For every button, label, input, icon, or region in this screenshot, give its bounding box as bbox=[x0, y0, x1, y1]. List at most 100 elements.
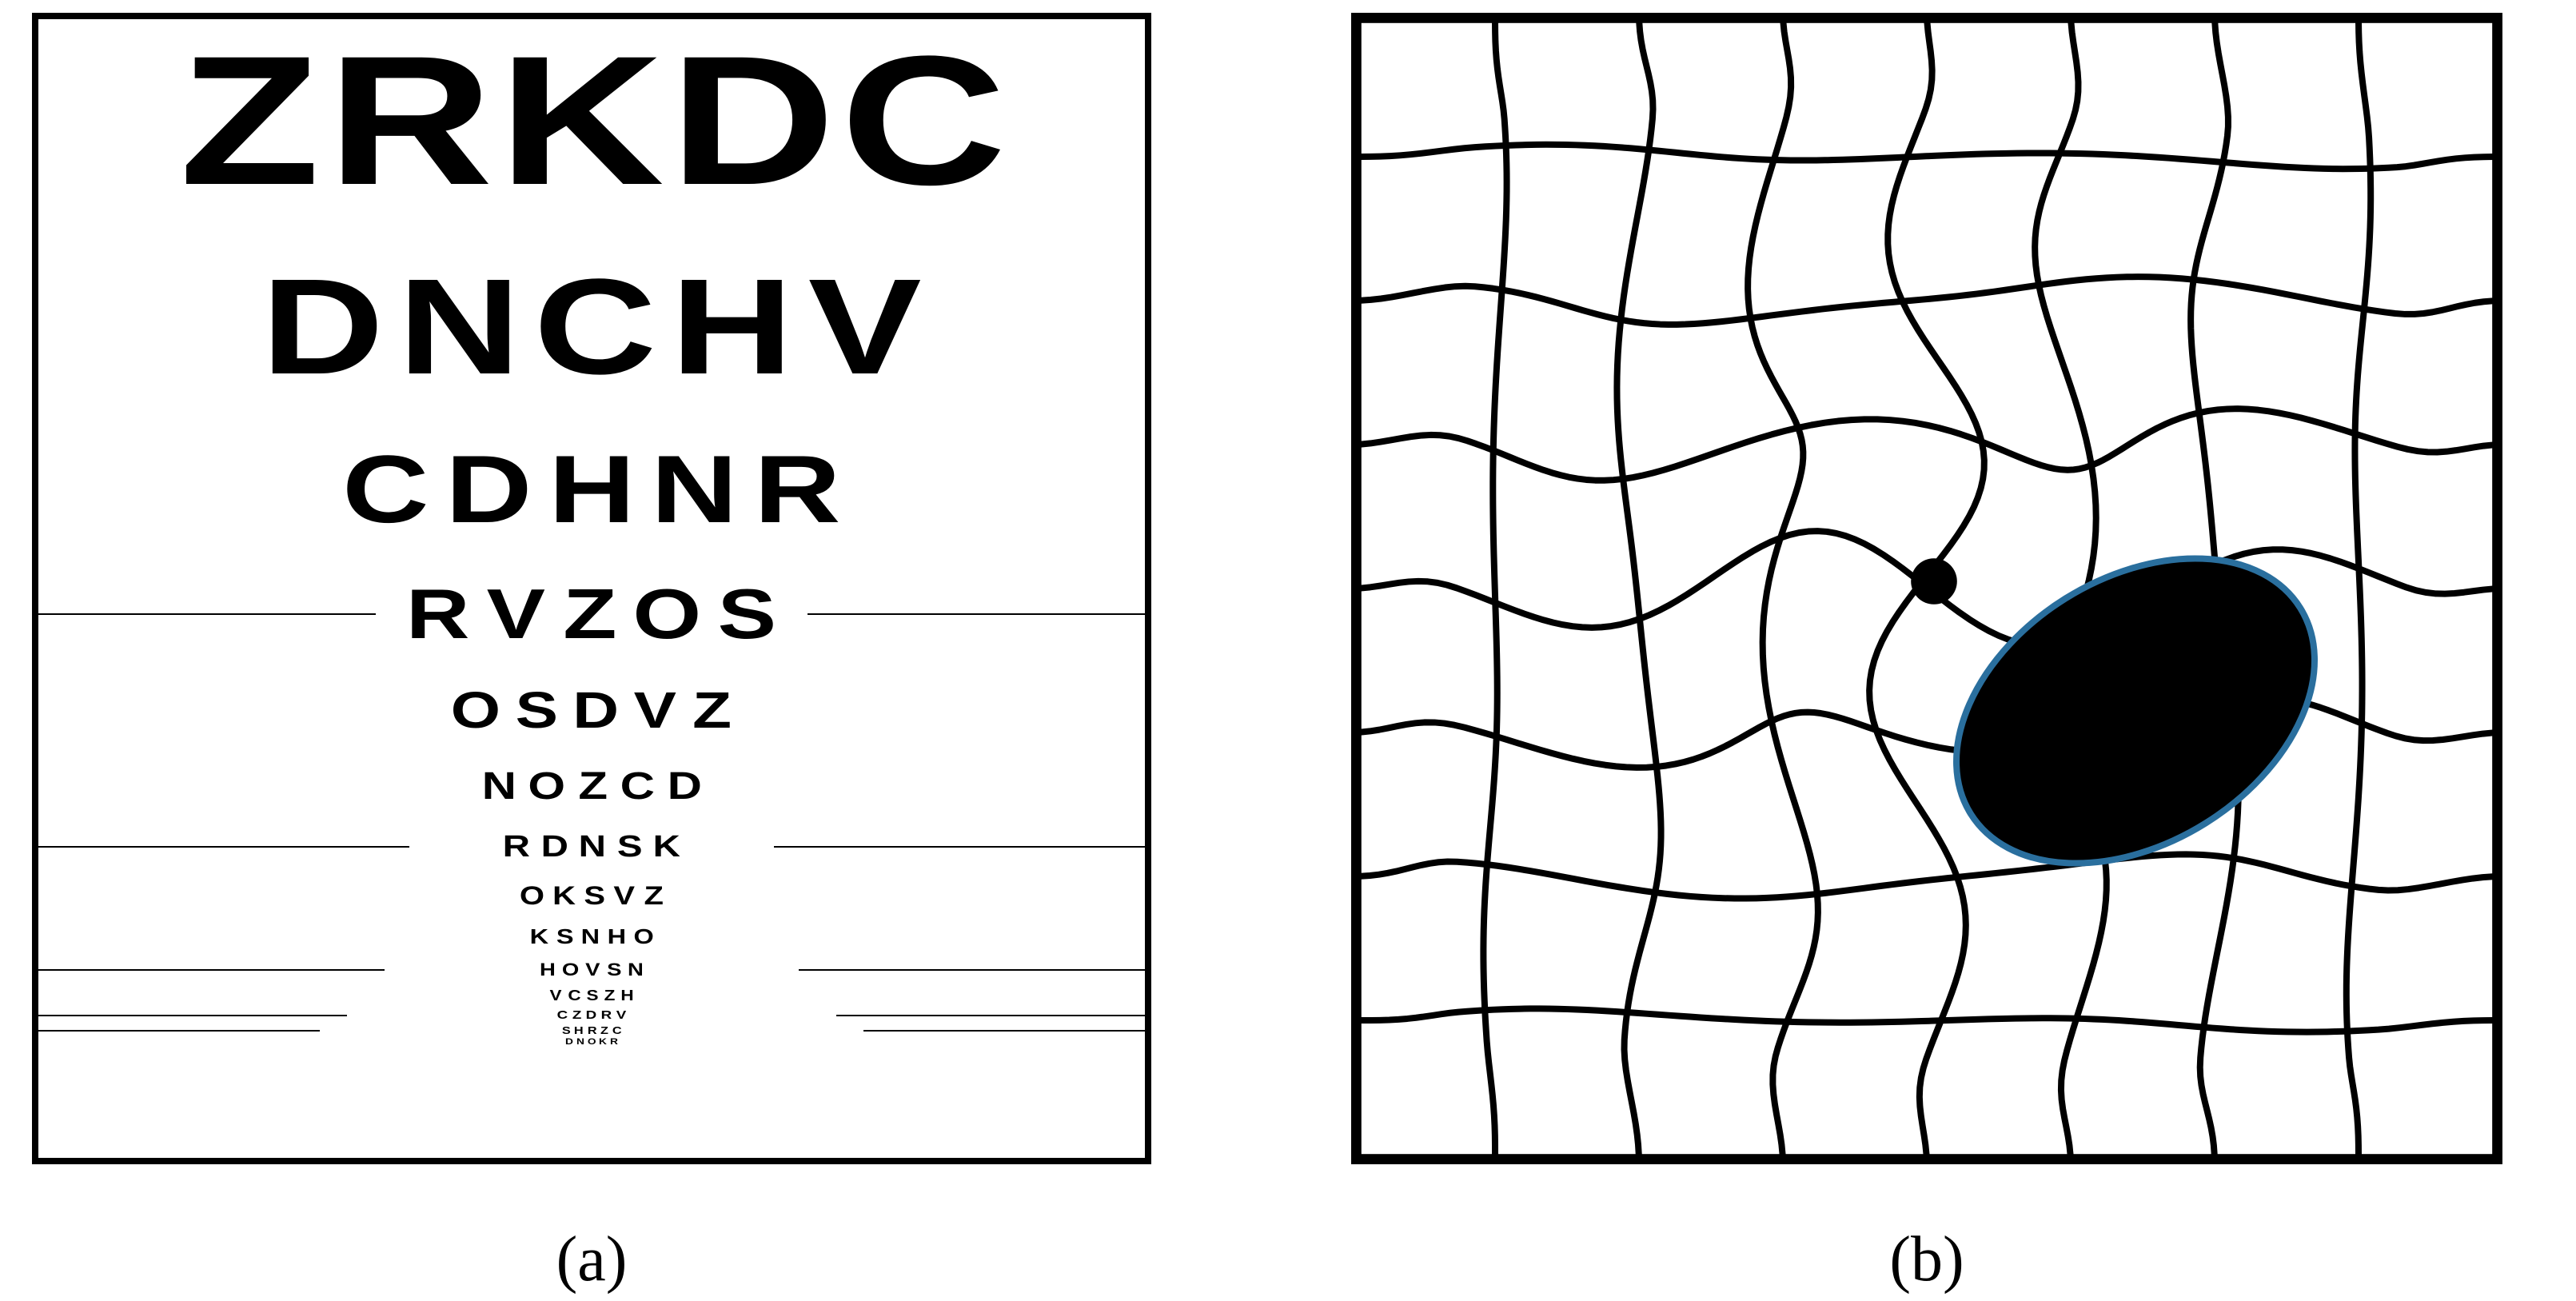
eye-chart-rule bbox=[38, 613, 376, 615]
eye-chart-row: KSNHO bbox=[38, 908, 1145, 947]
eye-chart-letters: SHRZC bbox=[38, 1025, 1145, 1036]
eye-chart-letter: N bbox=[651, 441, 737, 537]
eye-chart-letter: C bbox=[534, 259, 656, 395]
eye-chart-rule bbox=[799, 969, 1145, 971]
eye-chart-row: CDHNR bbox=[38, 395, 1145, 537]
eye-chart-letters: RVZOS bbox=[38, 579, 1145, 649]
eye-chart-letter: K bbox=[653, 832, 680, 862]
eye-chart-letters: CZDRV bbox=[38, 1009, 1145, 1021]
fixation-dot bbox=[1911, 558, 1957, 605]
eye-chart-rule bbox=[863, 1030, 1145, 1032]
eye-chart-letter: C bbox=[568, 988, 580, 1003]
eye-chart-letter: C bbox=[612, 1025, 622, 1036]
eye-chart-row: SHRZC bbox=[38, 1021, 1145, 1036]
eye-chart-letters: CDHNR bbox=[38, 441, 1145, 537]
eye-chart-row: HOVSN bbox=[38, 947, 1145, 979]
eye-chart-letter: Z bbox=[563, 579, 616, 649]
eye-chart-letter: H bbox=[574, 1025, 584, 1036]
eye-chart-letter: Z bbox=[692, 684, 732, 736]
eye-chart-letter: H bbox=[548, 441, 635, 537]
eye-chart-letter: C bbox=[557, 1009, 568, 1021]
eye-chart-letter: Z bbox=[604, 988, 615, 1003]
eye-chart-letter: C bbox=[620, 768, 655, 806]
eye-chart-letters: VCSZH bbox=[38, 988, 1145, 1003]
eye-chart-row: ZRKDC bbox=[38, 19, 1145, 213]
eye-chart-rule bbox=[38, 1015, 347, 1016]
eye-chart-letter: D bbox=[540, 832, 568, 862]
eye-chart-letter: R bbox=[406, 579, 469, 649]
eye-chart-letters: OKSVZ bbox=[38, 883, 1145, 908]
eye-chart-row: DNCHV bbox=[38, 213, 1145, 395]
eye-chart-letter: S bbox=[584, 883, 605, 908]
eye-chart-letter: R bbox=[610, 1038, 618, 1047]
eye-chart-letter: D bbox=[445, 441, 532, 537]
eye-chart-rule bbox=[38, 1030, 320, 1032]
eye-chart-letter: S bbox=[607, 961, 621, 979]
eye-chart-letter: Z bbox=[179, 29, 320, 213]
eye-chart-letter: H bbox=[671, 259, 793, 395]
eye-chart-rule bbox=[774, 846, 1145, 848]
eye-chart-letter: H bbox=[608, 926, 626, 947]
eye-chart-letter: R bbox=[754, 441, 840, 537]
eye-chart-letter: V bbox=[487, 579, 545, 649]
eye-chart-letters: OSDVZ bbox=[38, 684, 1145, 736]
eye-chart-letter: S bbox=[556, 926, 574, 947]
eye-chart-letter: R bbox=[327, 29, 493, 213]
eye-chart-letter: Z bbox=[578, 768, 608, 806]
eye-chart-letter: V bbox=[550, 988, 562, 1003]
eye-chart-letters: KSNHO bbox=[38, 926, 1145, 947]
eye-chart-row: RDNSK bbox=[38, 806, 1145, 862]
eye-chart-letter: D bbox=[669, 29, 835, 213]
eye-chart-letter: O bbox=[520, 883, 544, 908]
eye-chart-letter: Z bbox=[572, 1009, 581, 1021]
eye-chart-letter: Z bbox=[600, 1025, 608, 1036]
eye-chart-letters: RDNSK bbox=[38, 832, 1145, 862]
eye-chart-letter: N bbox=[628, 961, 644, 979]
eye-chart-letter: K bbox=[498, 29, 664, 213]
eye-chart-letter: O bbox=[528, 768, 566, 806]
eye-chart-letter: V bbox=[585, 961, 600, 979]
panel-a-eye-chart: ZRKDCDNCHVCDHNRRVZOSOSDVZNOZCDRDNSKOKSVZ… bbox=[32, 13, 1151, 1164]
eye-chart-letter: N bbox=[397, 259, 520, 395]
amsler-grid-svg bbox=[1351, 13, 2502, 1164]
eye-chart-letter: O bbox=[562, 961, 579, 979]
eye-chart-row: RVZOS bbox=[38, 537, 1145, 649]
panel-b-amsler-grid bbox=[1351, 13, 2502, 1164]
eye-chart-letter: K bbox=[530, 926, 548, 947]
eye-chart-letter: Z bbox=[644, 883, 663, 908]
eye-chart-letter: C bbox=[841, 29, 1007, 213]
eye-chart-letter: O bbox=[451, 684, 500, 736]
eye-chart-letter: R bbox=[601, 1009, 612, 1021]
eye-chart-letter: H bbox=[540, 961, 556, 979]
panel-b-caption: (b) bbox=[1863, 1223, 1991, 1296]
eye-chart-letter: D bbox=[261, 259, 383, 395]
eye-chart-letter: N bbox=[581, 926, 600, 947]
eye-chart-letter: V bbox=[616, 1009, 627, 1021]
eye-chart-letters: DNOKR bbox=[38, 1038, 1145, 1047]
eye-chart-letter: R bbox=[587, 1025, 596, 1036]
eye-chart-letter: D bbox=[667, 768, 701, 806]
eye-chart-row: CZDRV bbox=[38, 1003, 1145, 1021]
eye-chart-letter: D bbox=[572, 684, 619, 736]
eye-chart-letters: NOZCD bbox=[38, 768, 1145, 806]
eye-chart-letter: O bbox=[588, 1038, 596, 1047]
eye-chart-letter: N bbox=[576, 1038, 584, 1047]
eye-chart-letter: S bbox=[718, 579, 776, 649]
eye-chart-rule bbox=[38, 846, 409, 848]
eye-chart-letter: H bbox=[620, 988, 633, 1003]
eye-chart-letters: DNCHV bbox=[38, 259, 1145, 395]
eye-chart-letter: K bbox=[599, 1038, 607, 1047]
eye-chart-letter: S bbox=[562, 1025, 571, 1036]
eye-chart-letter: S bbox=[586, 988, 598, 1003]
eye-chart-letters: HOVSN bbox=[38, 961, 1145, 979]
eye-chart-row: OSDVZ bbox=[38, 649, 1145, 736]
eye-chart-letter: R bbox=[503, 832, 530, 862]
eye-chart-row: DNOKR bbox=[38, 1036, 1145, 1047]
eye-chart-letter: D bbox=[565, 1038, 573, 1047]
eye-chart-letter: S bbox=[617, 832, 643, 862]
eye-chart-letters: ZRKDC bbox=[38, 29, 1145, 213]
eye-chart-row: NOZCD bbox=[38, 736, 1145, 806]
eye-chart-letter: S bbox=[515, 684, 557, 736]
eye-chart-letter: D bbox=[586, 1009, 597, 1021]
panel-a-caption: (a) bbox=[528, 1223, 656, 1296]
